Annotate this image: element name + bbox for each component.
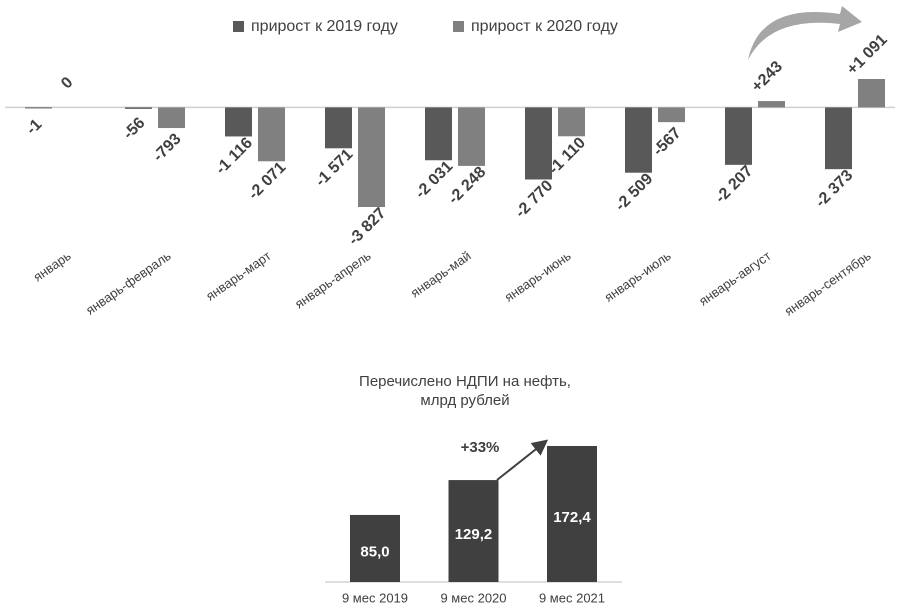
value-label: -56 <box>120 114 148 142</box>
value-label: -793 <box>150 130 185 165</box>
value-label: -2 071 <box>245 159 289 203</box>
bar <box>448 480 499 582</box>
bar <box>158 107 185 129</box>
bar <box>658 107 685 123</box>
annotation: +33% <box>461 439 500 456</box>
legend-label: прирост к 2020 году <box>471 18 618 35</box>
x-tick-label: январь-июль <box>601 248 673 305</box>
value-label: 172,4 <box>553 509 591 526</box>
value-label: -2 770 <box>512 177 556 221</box>
bar <box>525 107 552 180</box>
bar <box>25 107 52 109</box>
bar <box>125 107 152 109</box>
bar <box>225 107 252 137</box>
x-tick-label: январь-май <box>408 248 474 300</box>
value-label: -3 827 <box>345 205 389 249</box>
x-tick-label: январь <box>31 248 74 285</box>
legend-swatch <box>453 21 464 32</box>
bar <box>758 101 785 108</box>
bar <box>547 446 597 582</box>
bar <box>458 107 485 166</box>
value-label: -2 509 <box>612 170 656 214</box>
bar <box>358 107 385 207</box>
x-tick-label: январь-февраль <box>83 248 174 318</box>
legend-label: прирост к 2019 году <box>251 18 398 35</box>
growth-arrow <box>748 6 862 60</box>
x-tick-label: 9 мес 2020 <box>440 590 506 605</box>
bar <box>350 514 400 582</box>
value-label: 85,0 <box>360 543 389 560</box>
chart-title: Перечислено НДПИ на нефть, млрд рублей <box>359 373 571 409</box>
x-tick-label: 9 мес 2021 <box>539 590 605 605</box>
value-label: 129,2 <box>455 526 493 543</box>
bar <box>725 107 752 165</box>
legend-swatch <box>233 21 244 32</box>
bar <box>558 107 585 137</box>
value-label: -567 <box>650 125 685 160</box>
bar <box>825 107 852 170</box>
x-tick-label: январь-март <box>203 248 274 304</box>
value-label: +1 091 <box>844 31 891 78</box>
value-label: -1 571 <box>312 146 356 190</box>
value-label: -1 <box>23 116 45 138</box>
value-label: -2 207 <box>712 163 756 207</box>
x-tick-label: январь-апрель <box>292 248 374 312</box>
x-tick-label: январь-сентябрь <box>782 248 874 319</box>
bar <box>425 107 452 161</box>
value-label: 0 <box>58 74 76 92</box>
bar <box>258 107 285 162</box>
x-tick-label: 9 мес 2019 <box>342 590 408 605</box>
x-tick-label: январь-июнь <box>502 248 574 305</box>
bar <box>625 107 652 173</box>
value-label: -1 110 <box>546 134 590 178</box>
value-label: +243 <box>749 58 787 96</box>
x-tick-label: январь-август <box>696 248 774 309</box>
growth-arrow-2 <box>496 439 549 481</box>
value-label: -1 116 <box>213 134 257 178</box>
bar <box>858 79 885 108</box>
value-label: -2 373 <box>812 167 856 211</box>
bar <box>325 107 352 149</box>
